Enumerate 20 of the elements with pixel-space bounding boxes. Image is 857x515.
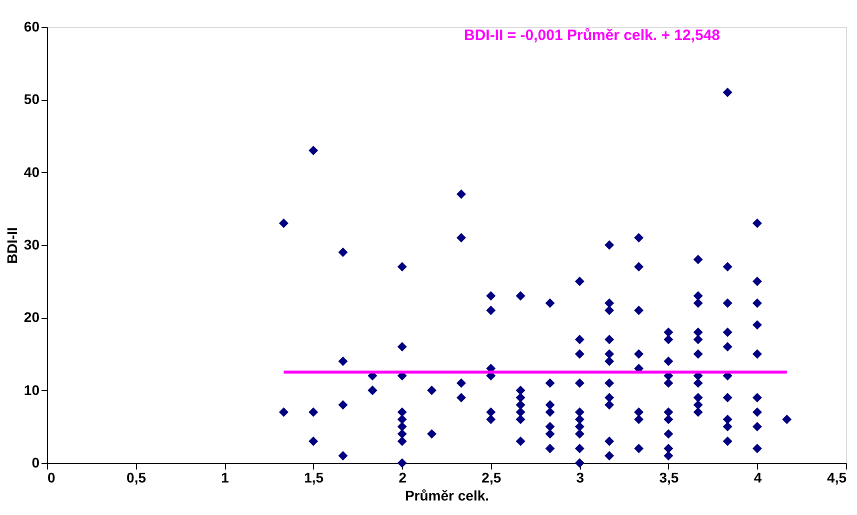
x-tick-label: 0,5	[126, 470, 146, 486]
y-tick-label: 10	[24, 382, 40, 398]
y-tick-label: 60	[24, 18, 40, 34]
y-tick-label: 40	[24, 164, 40, 180]
y-tick-label: 20	[24, 309, 40, 326]
x-axis-title: Průměr celk.	[404, 488, 490, 504]
y-tick-label: 50	[24, 91, 40, 108]
y-tick-label: 0	[32, 454, 40, 470]
y-axis-title: BDI-II	[4, 227, 20, 264]
x-tick-label: 0	[48, 470, 56, 486]
x-tick-label: 2	[398, 470, 407, 486]
x-tick-label: 4	[754, 470, 762, 486]
y-tick-label: 30	[24, 236, 40, 252]
x-tick-label: 2,5	[482, 470, 502, 486]
x-tick-label: 3	[576, 470, 584, 486]
x-tick-label: 1	[221, 470, 230, 486]
x-tick-label: 3,5	[659, 470, 679, 486]
annotation: BDI-II = -0,001 Průměr celk. + 12,548	[464, 27, 720, 44]
x-tick-label: 4,5	[827, 470, 847, 486]
x-tick-label: 1,5	[304, 470, 324, 486]
